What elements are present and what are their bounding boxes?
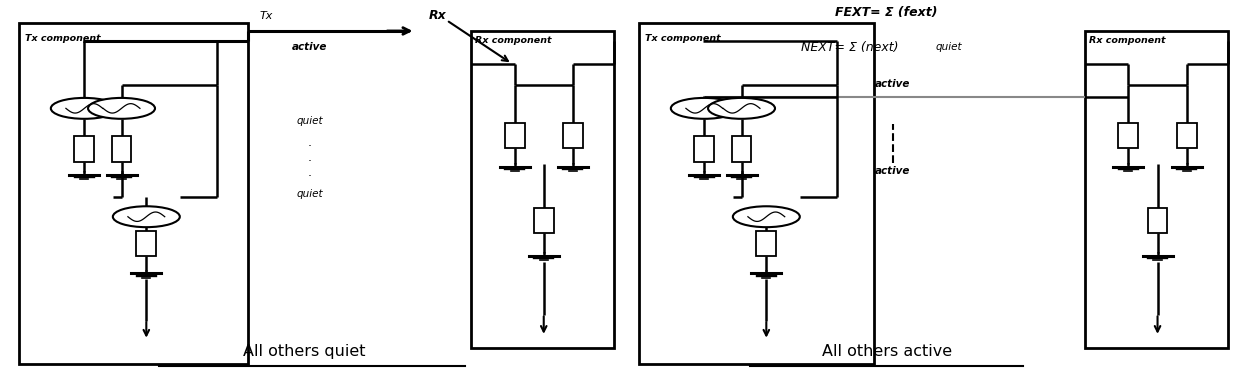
Text: Tx: Tx [260,10,273,21]
Bar [1118,123,1138,148]
Text: active: active [875,79,910,89]
Bar [471,31,614,348]
Circle shape [113,206,180,227]
Bar [19,23,248,364]
Text: Tx component: Tx component [645,34,720,43]
Text: quiet: quiet [296,116,324,126]
Bar [694,137,714,162]
Text: ·
·
·: · · · [308,140,312,183]
Bar [639,23,874,364]
Text: Rx component: Rx component [475,36,552,45]
Text: Rx: Rx [429,9,446,22]
Bar [112,137,131,162]
Bar [74,137,94,162]
Bar [136,231,156,256]
Bar [533,208,553,233]
Circle shape [88,98,155,119]
Text: All others quiet: All others quiet [243,344,365,359]
Circle shape [671,98,738,119]
Text: NEXT= Σ (next): NEXT= Σ (next) [801,41,898,54]
Bar [756,231,776,256]
Bar [563,123,583,148]
Circle shape [733,206,800,227]
Bar [1085,31,1228,348]
Text: quiet: quiet [296,189,324,199]
Text: active: active [875,166,910,176]
Text: Rx component: Rx component [1089,36,1166,45]
Bar [732,137,751,162]
Text: FEXT= Σ (fext): FEXT= Σ (fext) [836,6,937,19]
Text: Tx component: Tx component [25,34,100,43]
Text: All others active: All others active [822,344,951,359]
Text: active: active [293,42,327,52]
Bar [1147,208,1167,233]
Circle shape [708,98,775,119]
Bar [1177,123,1197,148]
Bar [505,123,525,148]
Text: quiet: quiet [935,42,962,52]
Circle shape [51,98,118,119]
